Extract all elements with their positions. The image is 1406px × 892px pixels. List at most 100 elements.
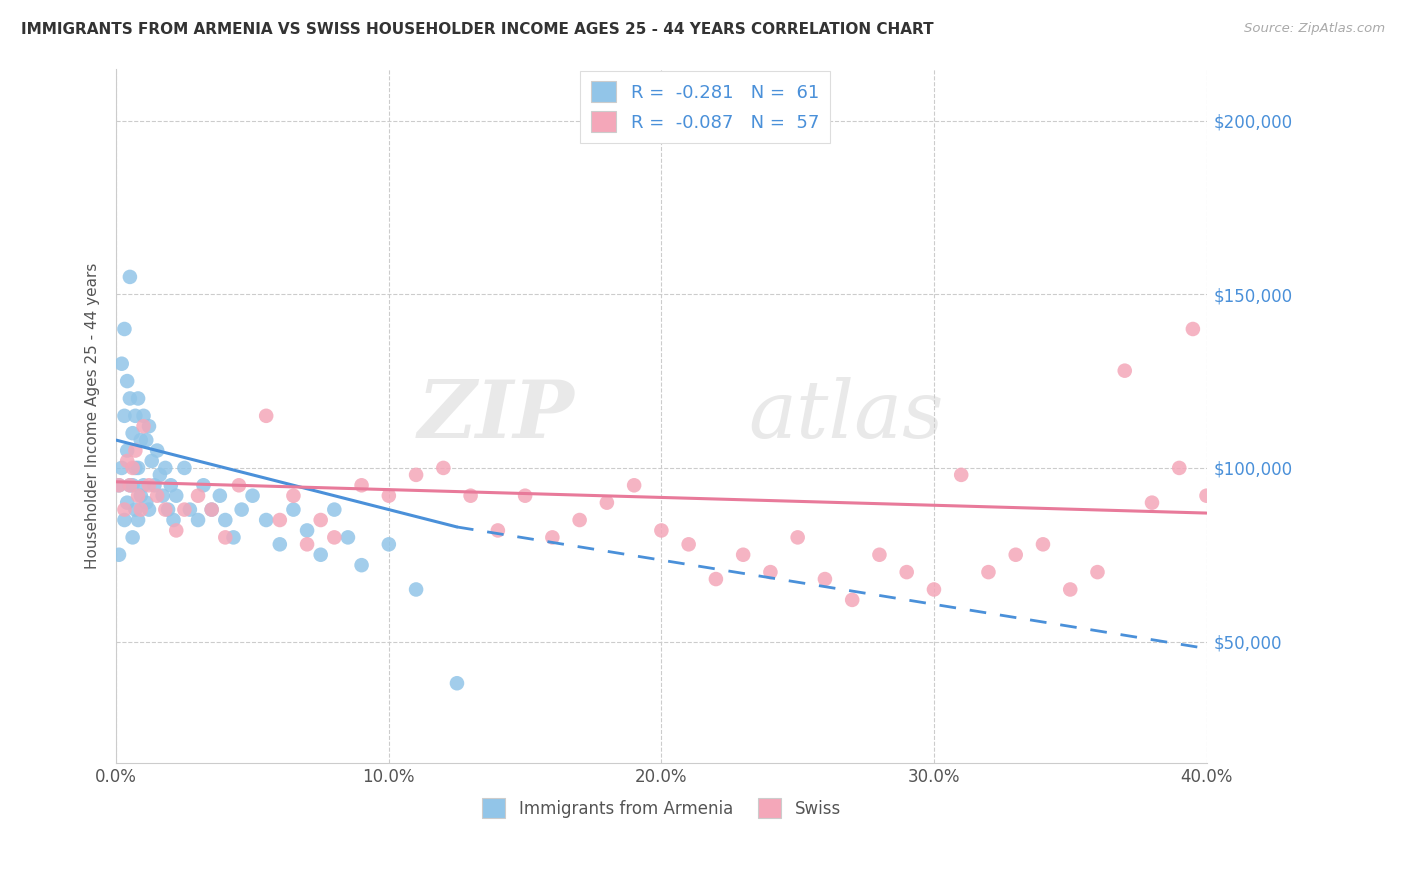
Point <box>309 548 332 562</box>
Point <box>155 461 177 475</box>
Point <box>704 572 727 586</box>
Point <box>568 513 591 527</box>
Y-axis label: Householder Income Ages 25 - 44 years: Householder Income Ages 25 - 44 years <box>86 262 100 569</box>
Point <box>977 565 1000 579</box>
Point <box>1059 582 1081 597</box>
Point <box>922 582 945 597</box>
Point <box>114 513 136 527</box>
Point <box>513 489 536 503</box>
Point <box>896 565 918 579</box>
Point <box>350 558 373 573</box>
Point <box>1032 537 1054 551</box>
Point <box>132 478 155 492</box>
Point <box>157 502 180 516</box>
Point <box>118 269 141 284</box>
Point <box>138 478 160 492</box>
Point <box>124 502 146 516</box>
Point <box>841 593 863 607</box>
Point <box>162 513 184 527</box>
Point <box>129 489 152 503</box>
Point <box>432 461 454 475</box>
Text: IMMIGRANTS FROM ARMENIA VS SWISS HOUSEHOLDER INCOME AGES 25 - 44 YEARS CORRELATI: IMMIGRANTS FROM ARMENIA VS SWISS HOUSEHO… <box>21 22 934 37</box>
Point <box>446 676 468 690</box>
Point <box>138 419 160 434</box>
Point <box>733 548 755 562</box>
Point <box>193 478 215 492</box>
Point <box>127 461 149 475</box>
Point <box>127 392 149 406</box>
Point <box>541 530 564 544</box>
Point <box>201 502 224 516</box>
Point <box>114 502 136 516</box>
Point <box>108 548 131 562</box>
Point <box>460 489 482 503</box>
Point <box>486 524 509 538</box>
Point <box>309 513 332 527</box>
Point <box>118 478 141 492</box>
Point <box>111 461 134 475</box>
Point <box>173 502 195 516</box>
Point <box>143 478 166 492</box>
Point <box>127 513 149 527</box>
Point <box>650 524 672 538</box>
Point <box>187 513 209 527</box>
Legend: Immigrants from Armenia, Swiss: Immigrants from Armenia, Swiss <box>475 792 848 824</box>
Point <box>121 530 143 544</box>
Point <box>141 454 163 468</box>
Point <box>124 443 146 458</box>
Point <box>623 478 645 492</box>
Point <box>242 489 264 503</box>
Point <box>269 537 291 551</box>
Point <box>129 502 152 516</box>
Point <box>132 409 155 423</box>
Point <box>283 489 305 503</box>
Point <box>405 582 427 597</box>
Point <box>201 502 224 516</box>
Point <box>165 489 187 503</box>
Point <box>323 530 346 544</box>
Point <box>295 537 318 551</box>
Point <box>124 409 146 423</box>
Point <box>336 530 359 544</box>
Point <box>378 489 401 503</box>
Point <box>222 530 245 544</box>
Point <box>378 537 401 551</box>
Point <box>111 357 134 371</box>
Point <box>254 409 277 423</box>
Point <box>950 467 973 482</box>
Point <box>228 478 250 492</box>
Point <box>269 513 291 527</box>
Point <box>678 537 700 551</box>
Point <box>127 489 149 503</box>
Point <box>155 502 177 516</box>
Point <box>165 524 187 538</box>
Point <box>283 502 305 516</box>
Point <box>231 502 253 516</box>
Point <box>129 433 152 447</box>
Point <box>254 513 277 527</box>
Point <box>1195 489 1218 503</box>
Point <box>208 489 231 503</box>
Point <box>159 478 181 492</box>
Point <box>121 478 143 492</box>
Point <box>596 496 619 510</box>
Point <box>118 392 141 406</box>
Point <box>323 502 346 516</box>
Point <box>214 513 236 527</box>
Point <box>108 478 131 492</box>
Text: atlas: atlas <box>748 377 943 455</box>
Point <box>786 530 808 544</box>
Point <box>868 548 890 562</box>
Point <box>115 374 138 388</box>
Point <box>1114 364 1136 378</box>
Point <box>350 478 373 492</box>
Point <box>135 496 157 510</box>
Point <box>152 489 174 503</box>
Point <box>759 565 782 579</box>
Point <box>146 443 169 458</box>
Point <box>1004 548 1026 562</box>
Text: Source: ZipAtlas.com: Source: ZipAtlas.com <box>1244 22 1385 36</box>
Point <box>1140 496 1163 510</box>
Point <box>1168 461 1191 475</box>
Point <box>114 322 136 336</box>
